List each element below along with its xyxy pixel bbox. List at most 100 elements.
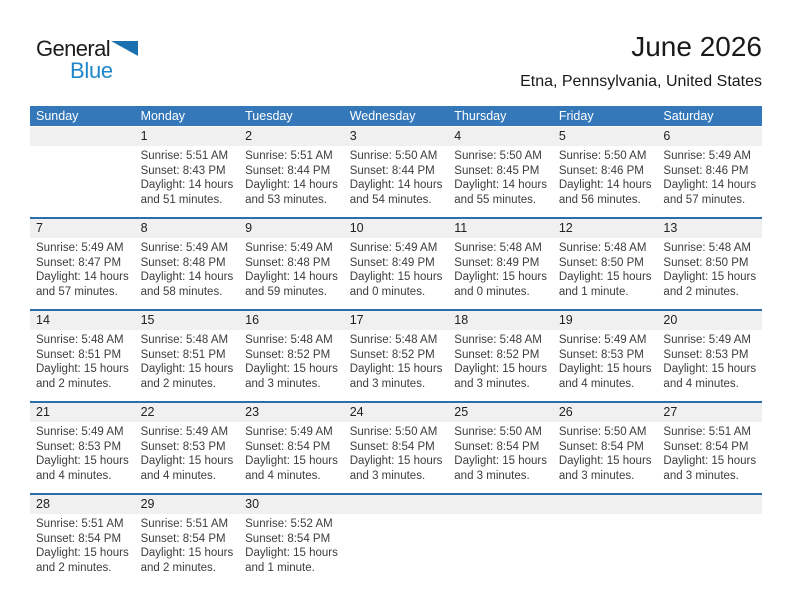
sunset-text: Sunset: 8:47 PM [36, 256, 122, 269]
day-number-band: 14 15 16 17 18 19 20 [30, 311, 762, 330]
day-cell: Sunrise: 5:49 AM Sunset: 8:47 PM Daylight:… [30, 238, 135, 309]
sunset-text: Sunset: 8:44 PM [245, 164, 331, 177]
daylight-text: Daylight: 14 hours and 57 minutes. [663, 179, 757, 206]
day-cell-empty [30, 146, 135, 217]
day-cell-empty [344, 514, 449, 585]
day-number: 14 [36, 313, 50, 327]
weeks-container: 1 2 3 4 5 6 Sunrise: 5:51 AM Sunset: 8:43 PM Day… [30, 127, 762, 585]
day-cell: Sunrise: 5:49 AM Sunset: 8:46 PM Daylight:… [657, 146, 762, 217]
day-header-friday: Friday [558, 109, 594, 123]
daylight-text: Daylight: 15 hours and 2 minutes. [36, 547, 129, 574]
day-cell: Sunrise: 5:49 AM Sunset: 8:48 PM Daylight:… [135, 238, 240, 309]
sunset-text: Sunset: 8:53 PM [36, 440, 122, 453]
sunrise-text: Sunrise: 5:51 AM [36, 518, 124, 530]
sunset-text: Sunset: 8:46 PM [663, 164, 749, 177]
sunset-text: Sunset: 8:54 PM [140, 532, 226, 545]
day-cell-empty [448, 514, 553, 585]
daylight-text: Daylight: 14 hours and 57 minutes. [36, 271, 129, 298]
sunset-text: Sunset: 8:54 PM [245, 532, 331, 545]
day-cell: Sunrise: 5:51 AM Sunset: 8:44 PM Daylight:… [239, 146, 344, 217]
day-cell: Sunrise: 5:51 AM Sunset: 8:54 PM Daylight:… [30, 514, 135, 585]
daylight-text: Daylight: 15 hours and 0 minutes. [349, 271, 443, 298]
day-number: 4 [454, 129, 462, 143]
sunset-text: Sunset: 8:51 PM [36, 348, 122, 361]
sunset-text: Sunset: 8:46 PM [558, 164, 644, 177]
day-number: 2 [245, 129, 253, 143]
sunrise-text: Sunrise: 5:48 AM [36, 334, 124, 346]
day-number: 20 [663, 313, 678, 327]
day-number: 19 [558, 313, 573, 327]
day-cell: Sunrise: 5:49 AM Sunset: 8:49 PM Daylight:… [344, 238, 449, 309]
day-cell: Sunrise: 5:49 AM Sunset: 8:48 PM Daylight:… [239, 238, 344, 309]
day-number-band: 28 29 30 [30, 495, 762, 514]
logo-text-general: General [36, 36, 111, 61]
sunrise-text: Sunrise: 5:51 AM [140, 150, 229, 162]
daylight-text: Daylight: 14 hours and 56 minutes. [558, 179, 652, 206]
daylight-text: Daylight: 14 hours and 59 minutes. [245, 271, 338, 298]
sunset-text: Sunset: 8:53 PM [663, 348, 749, 361]
week-row: 1 2 3 4 5 6 Sunrise: 5:51 AM Sunset: 8:43 PM Day… [30, 127, 762, 217]
day-number: 3 [349, 129, 357, 143]
day-number: 10 [349, 221, 364, 235]
day-number: 23 [245, 405, 260, 419]
week-row: 21 22 23 24 25 26 27 Sunrise: 5:49 AM Sunset: 8:… [30, 401, 762, 493]
day-cell: Sunrise: 5:48 AM Sunset: 8:52 PM Daylight:… [448, 330, 553, 401]
calendar-header: June 2026 Etna, Pennsylvania, United Sta… [520, 31, 762, 91]
sunrise-text: Sunrise: 5:48 AM [245, 334, 333, 346]
sunrise-text: Sunrise: 5:51 AM [245, 150, 333, 162]
general-blue-logo: General Blue [36, 38, 146, 82]
sunset-text: Sunset: 8:51 PM [140, 348, 226, 361]
day-number: 21 [36, 405, 50, 419]
sunrise-text: Sunrise: 5:48 AM [454, 334, 542, 346]
sunrise-text: Sunrise: 5:49 AM [245, 242, 333, 254]
sunset-text: Sunset: 8:52 PM [349, 348, 435, 361]
daylight-text: Daylight: 15 hours and 3 minutes. [663, 455, 757, 482]
day-cell: Sunrise: 5:50 AM Sunset: 8:54 PM Daylight:… [344, 422, 449, 493]
sunset-text: Sunset: 8:54 PM [663, 440, 749, 453]
sunrise-text: Sunrise: 5:50 AM [349, 150, 438, 162]
sunrise-text: Sunrise: 5:49 AM [349, 242, 438, 254]
day-number: 12 [558, 221, 573, 235]
sunset-text: Sunset: 8:53 PM [558, 348, 644, 361]
weekday-header-row: Sunday Monday Tuesday Wednesday Thursday Frid… [30, 106, 762, 126]
daylight-text: Daylight: 15 hours and 3 minutes. [454, 455, 547, 482]
calendar-grid: Sunday Monday Tuesday Wednesday Thursday Frid… [30, 106, 762, 585]
day-cell: Sunrise: 5:49 AM Sunset: 8:54 PM Daylight:… [239, 422, 344, 493]
week-row: 14 15 16 17 18 19 20 Sunrise: 5:48 AM Sunset: 8:… [30, 309, 762, 401]
day-number: 15 [140, 313, 155, 327]
daylight-text: Daylight: 14 hours and 51 minutes. [140, 179, 234, 206]
day-number: 29 [140, 497, 155, 511]
day-cell: Sunrise: 5:50 AM Sunset: 8:45 PM Daylight:… [448, 146, 553, 217]
day-number: 18 [454, 313, 469, 327]
sunrise-text: Sunrise: 5:49 AM [558, 334, 647, 346]
day-cell: Sunrise: 5:49 AM Sunset: 8:53 PM Daylight:… [135, 422, 240, 493]
daylight-text: Daylight: 15 hours and 4 minutes. [663, 363, 757, 390]
day-number: 24 [349, 405, 364, 419]
day-number: 28 [36, 497, 50, 511]
daylight-text: Daylight: 15 hours and 4 minutes. [36, 455, 129, 482]
daylight-text: Daylight: 15 hours and 2 minutes. [36, 363, 129, 390]
day-number: 30 [245, 497, 260, 511]
month-year-title: June 2026 [631, 31, 762, 62]
sunrise-text: Sunrise: 5:51 AM [140, 518, 229, 530]
day-header-thursday: Thursday [454, 109, 507, 123]
sunrise-text: Sunrise: 5:48 AM [558, 242, 647, 254]
daylight-text: Daylight: 15 hours and 4 minutes. [245, 455, 338, 482]
daylight-text: Daylight: 15 hours and 1 minute. [245, 547, 338, 574]
day-cell-empty [657, 514, 762, 585]
sunset-text: Sunset: 8:44 PM [349, 164, 435, 177]
daylight-text: Daylight: 15 hours and 0 minutes. [454, 271, 547, 298]
day-number: 13 [663, 221, 678, 235]
daylight-text: Daylight: 15 hours and 3 minutes. [245, 363, 338, 390]
day-cell: Sunrise: 5:51 AM Sunset: 8:43 PM Daylight:… [135, 146, 240, 217]
sunset-text: Sunset: 8:48 PM [140, 256, 226, 269]
logo-triangle-icon [111, 41, 139, 56]
sunrise-text: Sunrise: 5:49 AM [245, 426, 333, 438]
sunrise-text: Sunrise: 5:48 AM [663, 242, 751, 254]
day-header-wednesday: Wednesday [349, 109, 416, 123]
day-number-empty [344, 495, 449, 514]
sunrise-text: Sunrise: 5:49 AM [36, 242, 124, 254]
day-cell: Sunrise: 5:48 AM Sunset: 8:52 PM Daylight:… [239, 330, 344, 401]
sunrise-text: Sunrise: 5:50 AM [454, 150, 542, 162]
daylight-text: Daylight: 14 hours and 58 minutes. [140, 271, 234, 298]
